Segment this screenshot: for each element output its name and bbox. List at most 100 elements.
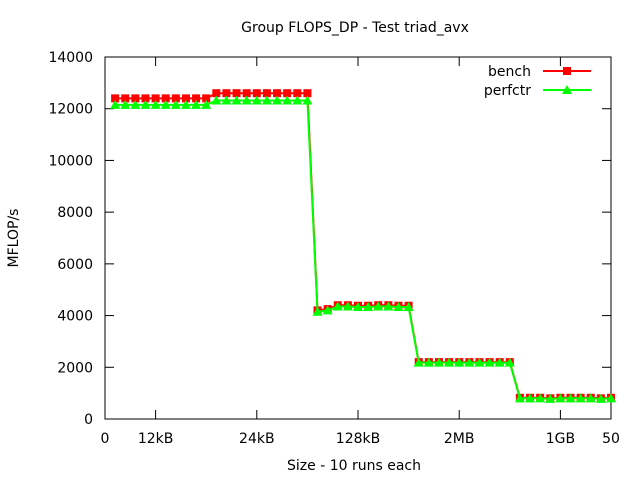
data-point-perfctr [525, 393, 536, 403]
x-tick-label: 128kB [336, 431, 380, 447]
data-point-bench [111, 94, 120, 103]
x-tick-label: 50 [602, 431, 620, 447]
data-point-perfctr [363, 302, 374, 312]
data-point-perfctr [170, 99, 181, 109]
data-point-perfctr [120, 99, 131, 109]
data-point-perfctr [373, 301, 384, 311]
data-point-perfctr [575, 393, 586, 403]
y-tick-label: 12000 [48, 102, 93, 118]
series-perfctr [110, 95, 616, 403]
data-point-perfctr [150, 99, 161, 109]
data-point-perfctr [535, 393, 546, 403]
data-point-perfctr [565, 393, 576, 403]
legend-marker-bench [563, 67, 571, 75]
data-point-perfctr [261, 95, 272, 105]
data-point-perfctr [454, 357, 465, 367]
series-layer [110, 89, 616, 403]
chart-title: Group FLOPS_DP - Test triad_avx [241, 20, 469, 36]
x-tick-label: 1GB [546, 431, 575, 447]
data-point-perfctr [211, 95, 222, 105]
data-point-perfctr [383, 301, 394, 311]
legend: bench perfctr [484, 64, 591, 99]
plot-frame [104, 56, 612, 420]
data-point-perfctr [180, 99, 191, 109]
data-point-bench [121, 94, 130, 103]
y-tick-label: 14000 [48, 50, 93, 66]
data-point-bench [171, 94, 180, 103]
data-point-perfctr [302, 95, 313, 105]
data-point-bench [192, 94, 201, 103]
data-point-perfctr [433, 357, 444, 367]
data-point-perfctr [110, 99, 121, 109]
data-point-perfctr [312, 306, 323, 316]
data-point-bench [293, 89, 302, 98]
x-axis-label: Size - 10 runs each [287, 458, 421, 474]
data-point-perfctr [201, 99, 212, 109]
y-tick-label: 2000 [57, 360, 93, 376]
data-point-perfctr [160, 99, 171, 109]
data-point-perfctr [241, 95, 252, 105]
data-point-perfctr [332, 301, 343, 311]
data-point-perfctr [231, 95, 242, 105]
series-bench [111, 89, 615, 403]
data-point-perfctr [484, 357, 495, 367]
data-point-perfctr [191, 99, 202, 109]
data-point-perfctr [474, 357, 485, 367]
data-point-perfctr [251, 95, 262, 105]
data-point-perfctr [130, 99, 141, 109]
data-point-bench [283, 89, 292, 98]
data-point-perfctr [555, 393, 566, 403]
data-point-bench [212, 89, 221, 98]
data-point-perfctr [606, 393, 616, 403]
data-point-perfctr [504, 357, 515, 367]
data-point-bench [303, 89, 312, 98]
y-tick-label: 6000 [57, 257, 93, 273]
y-tick-label: 4000 [57, 309, 93, 325]
data-point-perfctr [282, 95, 293, 105]
data-point-bench [131, 94, 140, 103]
y-tick-label: 8000 [57, 205, 93, 221]
data-point-perfctr [595, 393, 606, 403]
data-point-perfctr [221, 95, 232, 105]
data-point-bench [232, 89, 241, 98]
data-point-bench [222, 89, 231, 98]
legend-label-perfctr: perfctr [484, 83, 531, 99]
data-point-bench [161, 94, 170, 103]
y-tick-label: 10000 [48, 153, 93, 169]
data-point-bench [151, 94, 160, 103]
data-point-bench [141, 94, 150, 103]
data-point-perfctr [140, 99, 151, 109]
x-tick-label: 24kB [239, 431, 275, 447]
data-point-perfctr [514, 393, 525, 403]
data-point-perfctr [464, 357, 475, 367]
data-point-perfctr [322, 305, 333, 315]
data-point-bench [252, 89, 261, 98]
axis-ticks: 0 2000 4000 6000 8000 10000 12000 14000 0 12kB 24k… [48, 50, 619, 447]
data-point-bench [202, 94, 211, 103]
legend-marker-perfctr [562, 85, 572, 94]
data-point-perfctr [413, 357, 424, 367]
data-point-perfctr [403, 302, 414, 312]
data-point-bench [262, 89, 271, 98]
data-point-perfctr [423, 357, 434, 367]
y-axis-label: MFLOP/s [6, 209, 22, 268]
data-point-perfctr [292, 95, 303, 105]
data-point-perfctr [494, 357, 505, 367]
data-point-bench [242, 89, 251, 98]
data-point-perfctr [444, 357, 455, 367]
x-tick-label: 12kB [138, 431, 174, 447]
data-point-perfctr [393, 302, 404, 312]
series-line-perfctr [115, 99, 612, 400]
data-point-bench [273, 89, 282, 98]
data-point-perfctr [342, 301, 353, 311]
x-tick-label: 2MB [444, 431, 475, 447]
legend-label-bench: bench [488, 64, 531, 80]
x-tick-label: 0 [101, 431, 110, 447]
y-tick-label: 0 [84, 412, 93, 428]
series-line-bench [115, 92, 612, 400]
data-point-perfctr [272, 95, 283, 105]
data-point-perfctr [353, 302, 363, 312]
data-point-perfctr [585, 393, 596, 403]
data-point-perfctr [545, 393, 556, 403]
